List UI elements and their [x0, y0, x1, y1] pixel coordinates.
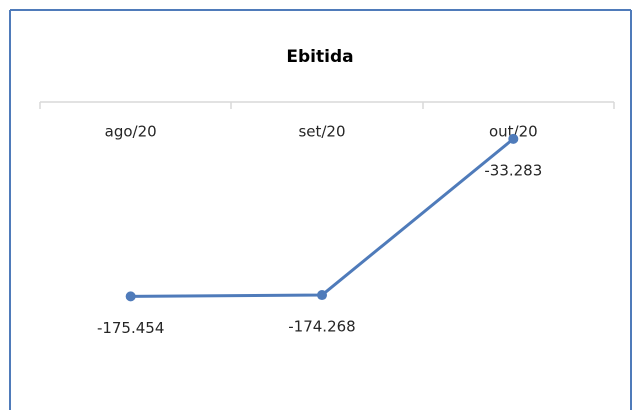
x-tick-label: ago/20	[105, 123, 157, 141]
x-axis	[39, 101, 615, 109]
data-label: -175.454	[97, 319, 164, 337]
x-tick-label: set/20	[298, 123, 345, 141]
data-label: -33.283	[484, 161, 542, 179]
chart-title: Ebitida	[286, 47, 353, 67]
x-tick-label: out/20	[489, 123, 538, 141]
point	[125, 291, 136, 302]
point	[508, 133, 519, 144]
data-label: -174.268	[288, 318, 355, 336]
line	[130, 137, 515, 298]
point	[317, 290, 327, 301]
